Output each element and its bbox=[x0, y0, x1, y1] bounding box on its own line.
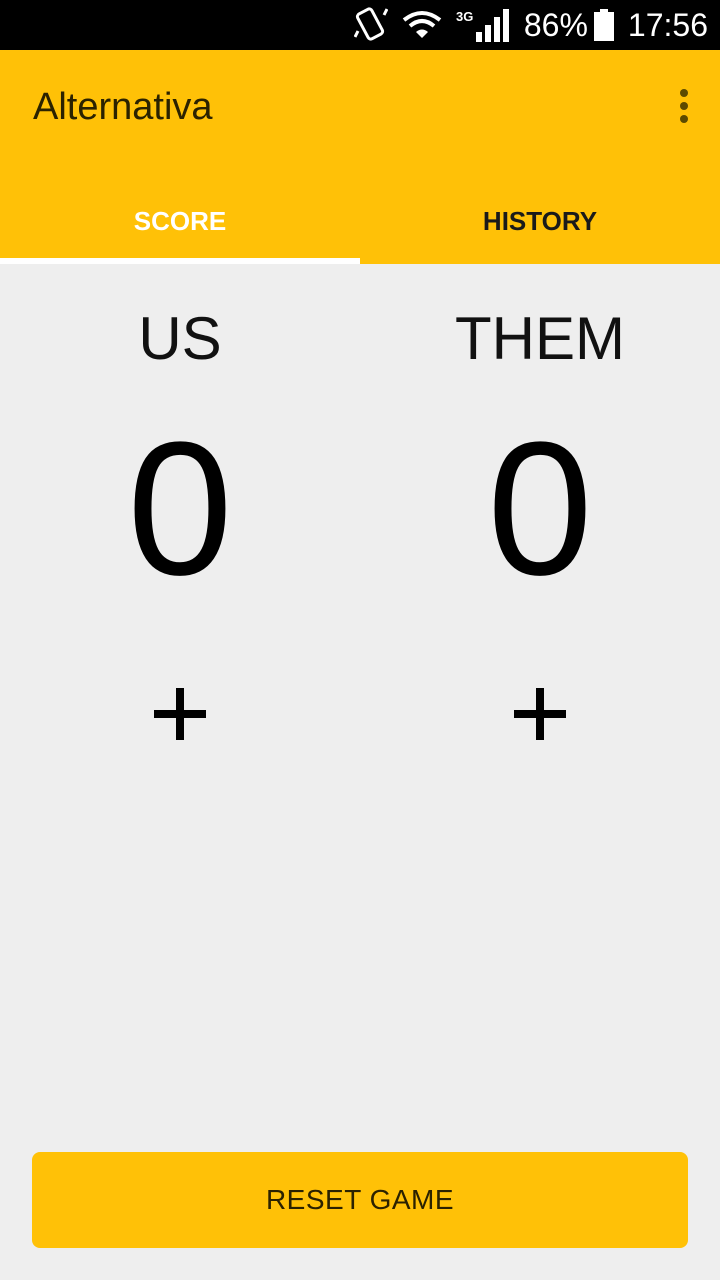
team-them-score: 0 bbox=[487, 403, 593, 615]
battery-percentage: 86% bbox=[523, 6, 588, 43]
reset-game-button[interactable]: RESET GAME bbox=[32, 1152, 688, 1248]
tab-history-label: HISTORY bbox=[482, 205, 598, 236]
tab-score-label: SCORE bbox=[133, 205, 227, 236]
svg-text:3G: 3G bbox=[456, 9, 473, 24]
clock: 17:56 bbox=[627, 6, 708, 43]
signal-3g-icon: 3G bbox=[456, 8, 510, 42]
team-us-score: 0 bbox=[127, 403, 233, 615]
status-bar: 3G 86% 17:56 bbox=[0, 0, 720, 50]
battery-icon bbox=[593, 9, 614, 41]
tab-bar: SCORE HISTORY bbox=[0, 178, 720, 264]
app-title: Alternativa bbox=[33, 86, 213, 128]
wifi-icon bbox=[402, 10, 442, 40]
team-them-name: THEM bbox=[455, 305, 625, 372]
more-vert-icon[interactable] bbox=[664, 86, 704, 126]
app-bar: Alternativa SCORE HISTORY bbox=[0, 50, 720, 264]
team-us-column: US 0 bbox=[0, 264, 360, 784]
tab-history[interactable]: HISTORY bbox=[360, 178, 720, 264]
tab-score[interactable]: SCORE bbox=[0, 178, 360, 264]
plus-icon[interactable] bbox=[505, 679, 575, 749]
tab-indicator bbox=[0, 258, 360, 264]
plus-icon[interactable] bbox=[145, 679, 215, 749]
team-them-column: THEM 0 bbox=[360, 264, 720, 784]
team-us-name: US bbox=[138, 305, 222, 372]
vibrate-icon bbox=[353, 7, 388, 43]
